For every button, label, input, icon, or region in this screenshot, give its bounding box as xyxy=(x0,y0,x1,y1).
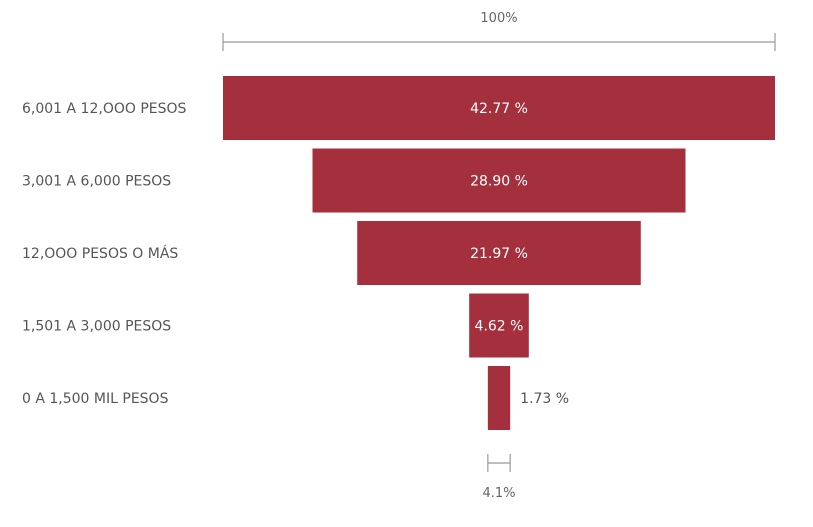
funnel-bars: 6,001 A 12,OOO PESOS 42.77 % 3,001 A 6,000… xyxy=(22,76,775,430)
top-measure-label: 100% xyxy=(480,11,517,26)
category-label: 0 A 1,500 MIL PESOS xyxy=(22,391,169,407)
top-measure-bracket: 100% xyxy=(222,11,776,51)
funnel-bar xyxy=(357,221,641,285)
category-label: 3,001 A 6,000 PESOS xyxy=(22,174,171,190)
value-label: 4.62 % xyxy=(475,319,524,335)
funnel-bar xyxy=(469,293,529,358)
value-label: 1.73 % xyxy=(520,391,569,407)
value-label: 28.90 % xyxy=(470,174,528,190)
funnel-bar xyxy=(312,148,686,213)
bottom-measure-bracket: 4.1% xyxy=(482,454,516,501)
funnel-bar xyxy=(223,76,775,140)
value-label: 42.77 % xyxy=(470,101,528,117)
funnel-bar xyxy=(487,366,511,430)
category-label: 6,001 A 12,OOO PESOS xyxy=(22,101,187,117)
category-label: 12,OOO PESOS O MÁS xyxy=(22,245,178,262)
category-label: 1,501 A 3,000 PESOS xyxy=(22,319,171,335)
bottom-measure-label: 4.1% xyxy=(482,486,515,501)
value-label: 21.97 % xyxy=(470,246,528,262)
